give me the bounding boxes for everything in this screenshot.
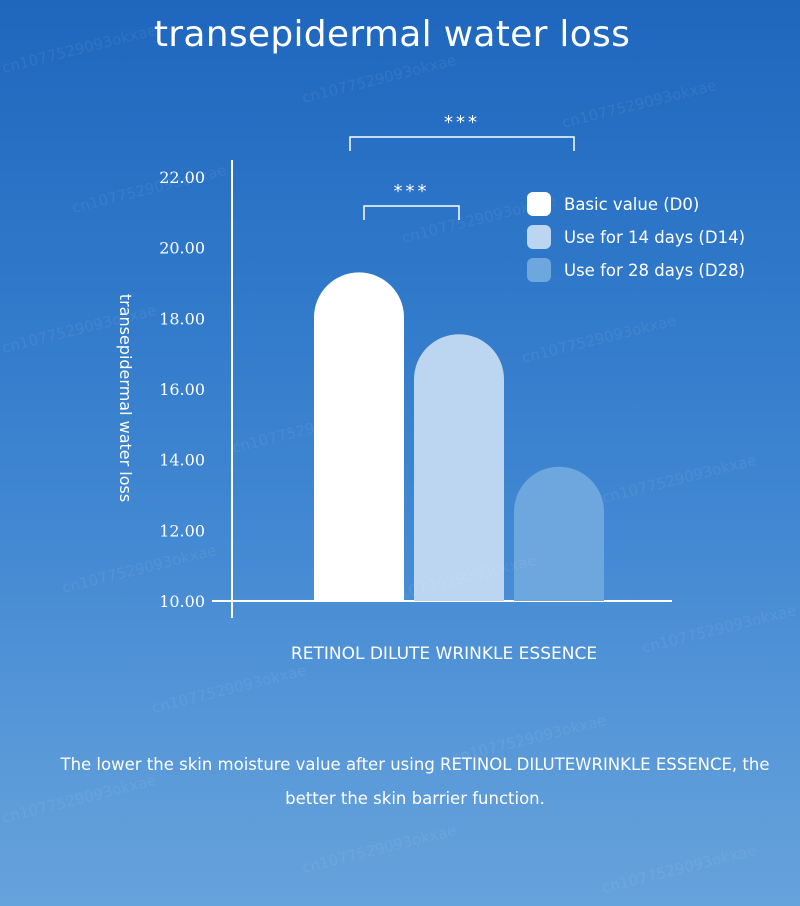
y-tick-label: 16.00 bbox=[159, 380, 205, 399]
legend-swatch bbox=[527, 225, 551, 249]
y-tick-label: 20.00 bbox=[159, 239, 205, 258]
chart-bars bbox=[314, 272, 604, 601]
y-tick-label: 18.00 bbox=[159, 309, 205, 328]
bar bbox=[514, 466, 604, 601]
legend-label: Use for 14 days (D14) bbox=[564, 228, 745, 247]
page-title: transepidermal water loss bbox=[153, 14, 631, 55]
significance-label: *** bbox=[444, 112, 480, 133]
bar bbox=[314, 272, 404, 601]
y-tick-labels: 10.00 12.00 14.00 16.00 18.00 20.00 22.00 bbox=[159, 168, 205, 611]
significance-brackets: *** *** bbox=[349, 112, 575, 220]
significance-label: *** bbox=[394, 181, 430, 202]
footnote: The lower the skin moisture value after … bbox=[60, 755, 770, 808]
y-tick-label: 22.00 bbox=[159, 168, 205, 187]
significance-bracket bbox=[349, 136, 575, 151]
y-tick-label: 14.00 bbox=[159, 451, 205, 470]
legend-label: Use for 28 days (D28) bbox=[564, 261, 745, 280]
x-axis-label: RETINOL DILUTE WRINKLE ESSENCE bbox=[291, 644, 597, 664]
legend-swatch bbox=[527, 192, 551, 216]
chart-legend: Basic value (D0) Use for 14 days (D14) Use… bbox=[527, 192, 745, 282]
bar bbox=[414, 334, 504, 601]
y-tick-label: 12.00 bbox=[159, 521, 205, 540]
y-tick-label: 10.00 bbox=[159, 592, 205, 611]
significance-bracket bbox=[363, 205, 460, 220]
legend-label: Basic value (D0) bbox=[564, 195, 699, 214]
y-axis-label: transepidermal water loss bbox=[116, 294, 135, 502]
legend-swatch bbox=[527, 258, 551, 282]
